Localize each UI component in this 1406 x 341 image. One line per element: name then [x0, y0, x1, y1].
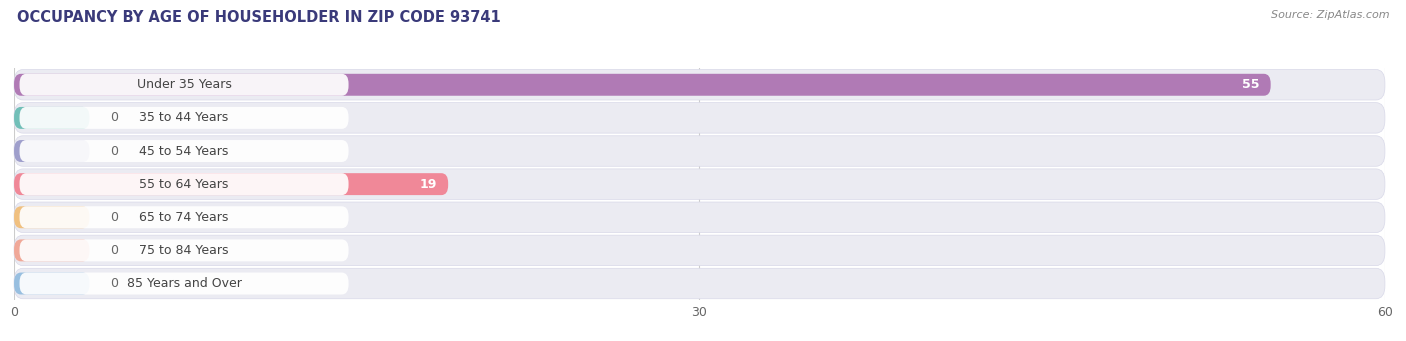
FancyBboxPatch shape [14, 169, 1385, 199]
FancyBboxPatch shape [14, 103, 1385, 133]
Text: 35 to 44 Years: 35 to 44 Years [139, 112, 229, 124]
FancyBboxPatch shape [14, 107, 90, 129]
FancyBboxPatch shape [14, 272, 90, 295]
Text: 0: 0 [110, 244, 118, 257]
Text: Under 35 Years: Under 35 Years [136, 78, 232, 91]
FancyBboxPatch shape [20, 107, 349, 129]
FancyBboxPatch shape [14, 70, 1385, 100]
Text: 45 to 54 Years: 45 to 54 Years [139, 145, 229, 158]
Text: 55: 55 [1243, 78, 1260, 91]
FancyBboxPatch shape [14, 173, 449, 195]
Text: OCCUPANCY BY AGE OF HOUSEHOLDER IN ZIP CODE 93741: OCCUPANCY BY AGE OF HOUSEHOLDER IN ZIP C… [17, 10, 501, 25]
Text: 0: 0 [110, 211, 118, 224]
Text: 19: 19 [420, 178, 437, 191]
Text: Source: ZipAtlas.com: Source: ZipAtlas.com [1271, 10, 1389, 20]
Text: 65 to 74 Years: 65 to 74 Years [139, 211, 229, 224]
Text: 0: 0 [110, 112, 118, 124]
FancyBboxPatch shape [14, 268, 1385, 299]
Text: 55 to 64 Years: 55 to 64 Years [139, 178, 229, 191]
FancyBboxPatch shape [20, 206, 349, 228]
FancyBboxPatch shape [20, 140, 349, 162]
FancyBboxPatch shape [20, 239, 349, 261]
FancyBboxPatch shape [14, 74, 1271, 96]
FancyBboxPatch shape [14, 202, 1385, 233]
FancyBboxPatch shape [14, 206, 90, 228]
Text: 0: 0 [110, 277, 118, 290]
FancyBboxPatch shape [20, 272, 349, 295]
FancyBboxPatch shape [20, 173, 349, 195]
Text: 0: 0 [110, 145, 118, 158]
FancyBboxPatch shape [14, 140, 90, 162]
FancyBboxPatch shape [14, 136, 1385, 166]
Text: 75 to 84 Years: 75 to 84 Years [139, 244, 229, 257]
FancyBboxPatch shape [20, 74, 349, 96]
Text: 85 Years and Over: 85 Years and Over [127, 277, 242, 290]
FancyBboxPatch shape [14, 239, 90, 261]
FancyBboxPatch shape [14, 235, 1385, 266]
